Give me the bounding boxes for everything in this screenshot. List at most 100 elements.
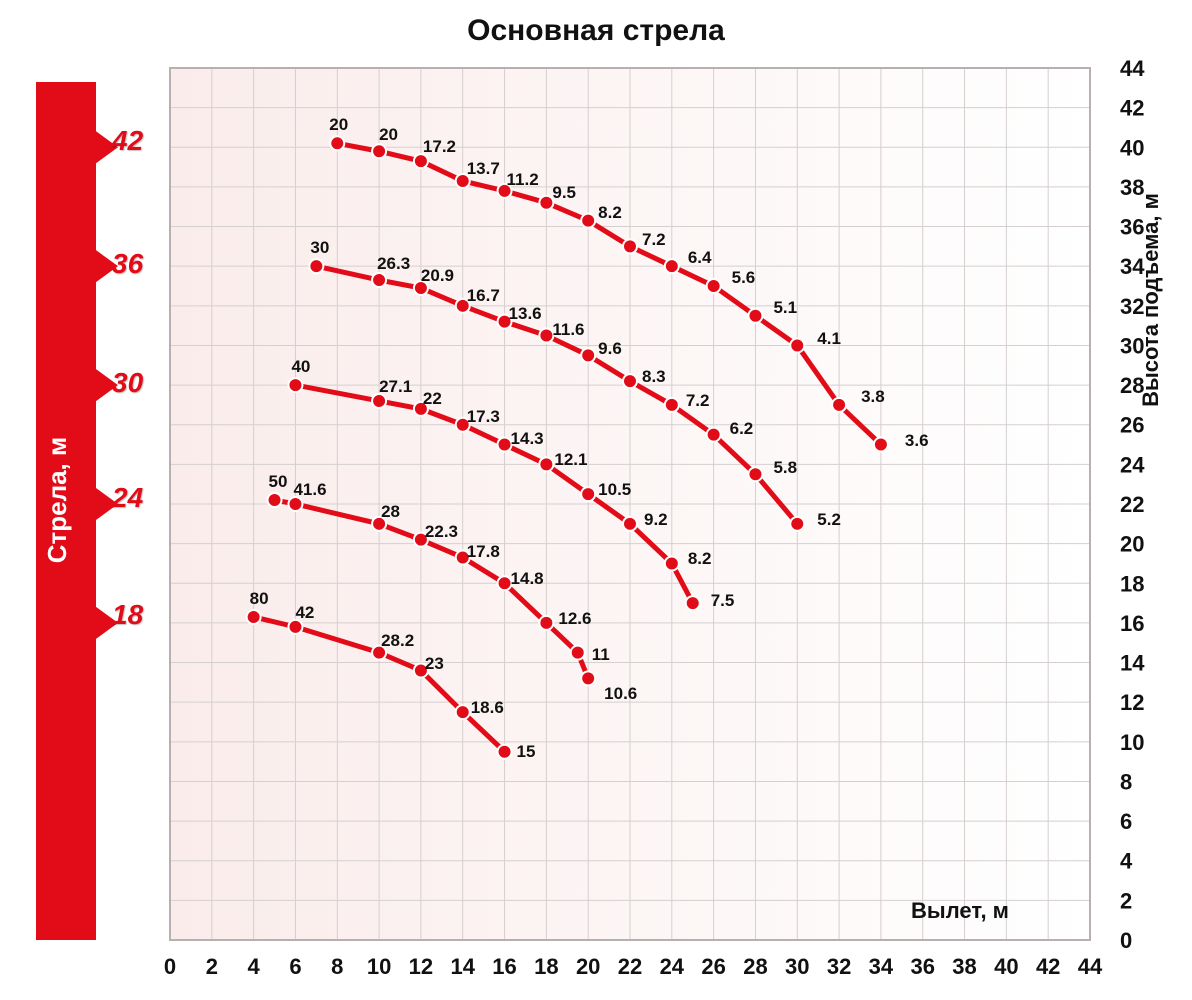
data-point <box>330 136 344 150</box>
x-tick: 10 <box>367 954 391 979</box>
x-tick: 24 <box>660 954 685 979</box>
point-value-label: 3.6 <box>905 431 929 451</box>
x-tick: 26 <box>701 954 725 979</box>
y-tick-right: 22 <box>1120 492 1144 517</box>
data-point <box>247 610 261 624</box>
point-value-label: 12.1 <box>554 450 587 470</box>
data-point <box>372 144 386 158</box>
point-value-label: 50 <box>269 472 288 492</box>
point-value-label: 7.5 <box>711 591 735 611</box>
x-tick: 6 <box>289 954 301 979</box>
point-value-label: 80 <box>250 589 269 609</box>
x-tick: 40 <box>994 954 1018 979</box>
point-value-label: 20 <box>329 115 348 135</box>
y-tick-right: 10 <box>1120 730 1144 755</box>
point-value-label: 27.1 <box>379 377 412 397</box>
data-point <box>581 348 595 362</box>
point-value-label: 16.7 <box>467 286 500 306</box>
data-point <box>288 378 302 392</box>
point-value-label: 17.3 <box>467 407 500 427</box>
x-tick: 34 <box>869 954 894 979</box>
data-point <box>498 576 512 590</box>
point-value-label: 12.6 <box>558 609 591 629</box>
point-value-label: 22 <box>423 389 442 409</box>
point-value-label: 14.8 <box>511 569 544 589</box>
point-value-label: 7.2 <box>686 391 710 411</box>
point-value-label: 11.6 <box>552 320 584 340</box>
point-value-label: 28.2 <box>381 631 414 651</box>
chart-svg: 0246810121416182022242628303234363840424… <box>0 0 1192 1000</box>
x-tick: 18 <box>534 954 558 979</box>
point-value-label: 5.2 <box>817 510 841 530</box>
data-point <box>581 214 595 228</box>
point-value-label: 14.3 <box>511 429 544 449</box>
point-value-label: 42 <box>295 603 314 623</box>
data-point <box>539 616 553 630</box>
point-value-label: 4.1 <box>817 329 841 349</box>
point-value-label: 11.2 <box>507 170 539 190</box>
data-point <box>748 467 762 481</box>
boom-label: 30 <box>112 367 143 399</box>
point-value-label: 8.2 <box>598 203 622 223</box>
y-axis-label-right: Высота подъема, м <box>1138 193 1163 407</box>
data-point <box>309 259 323 273</box>
x-tick: 12 <box>409 954 433 979</box>
x-tick: 16 <box>492 954 516 979</box>
data-point <box>623 239 637 253</box>
y-tick-right: 14 <box>1120 651 1145 676</box>
point-value-label: 22.3 <box>425 522 458 542</box>
data-point <box>707 279 721 293</box>
data-point <box>571 646 585 660</box>
data-point <box>790 338 804 352</box>
point-value-label: 5.1 <box>773 298 797 318</box>
data-point <box>790 517 804 531</box>
data-point <box>665 556 679 570</box>
data-point <box>623 374 637 388</box>
data-point <box>539 457 553 471</box>
data-point <box>581 671 595 685</box>
point-value-label: 17.8 <box>467 542 500 562</box>
point-value-label: 41.6 <box>293 480 326 500</box>
data-point <box>748 309 762 323</box>
x-tick: 32 <box>827 954 851 979</box>
y-tick-right: 20 <box>1120 532 1144 557</box>
point-value-label: 3.8 <box>861 387 885 407</box>
x-tick: 22 <box>618 954 642 979</box>
data-point <box>372 273 386 287</box>
point-value-label: 26.3 <box>377 254 410 274</box>
data-point <box>539 329 553 343</box>
point-value-label: 8.3 <box>642 367 666 387</box>
data-point <box>665 259 679 273</box>
y-tick-right: 2 <box>1120 888 1132 913</box>
y-tick-right: 44 <box>1120 56 1145 81</box>
y-axis-label-left: Стрела, м <box>42 437 72 564</box>
point-value-label: 20.9 <box>421 266 454 286</box>
x-tick: 4 <box>248 954 261 979</box>
point-value-label: 8.2 <box>688 549 712 569</box>
x-tick: 20 <box>576 954 600 979</box>
y-tick-right: 24 <box>1120 452 1145 477</box>
x-tick: 8 <box>331 954 343 979</box>
point-value-label: 13.6 <box>509 304 542 324</box>
point-value-label: 6.2 <box>730 419 754 439</box>
data-point <box>707 428 721 442</box>
x-tick: 28 <box>743 954 767 979</box>
point-value-label: 11 <box>592 645 610 665</box>
point-value-label: 30 <box>310 238 329 258</box>
y-tick-right: 8 <box>1120 769 1132 794</box>
point-value-label: 10.5 <box>598 480 631 500</box>
point-value-label: 18.6 <box>471 698 504 718</box>
data-point <box>581 487 595 501</box>
data-point <box>832 398 846 412</box>
point-value-label: 28 <box>381 502 400 522</box>
point-value-label: 9.6 <box>598 339 622 359</box>
point-value-label: 15 <box>517 742 536 762</box>
point-value-label: 5.6 <box>732 268 756 288</box>
point-value-label: 9.5 <box>552 183 576 203</box>
x-tick: 38 <box>952 954 976 979</box>
data-point <box>686 596 700 610</box>
chart-title: Основная стрела <box>0 14 1192 48</box>
point-value-label: 10.6 <box>604 684 637 704</box>
y-tick-right: 0 <box>1120 928 1132 953</box>
y-tick-right: 12 <box>1120 690 1144 715</box>
